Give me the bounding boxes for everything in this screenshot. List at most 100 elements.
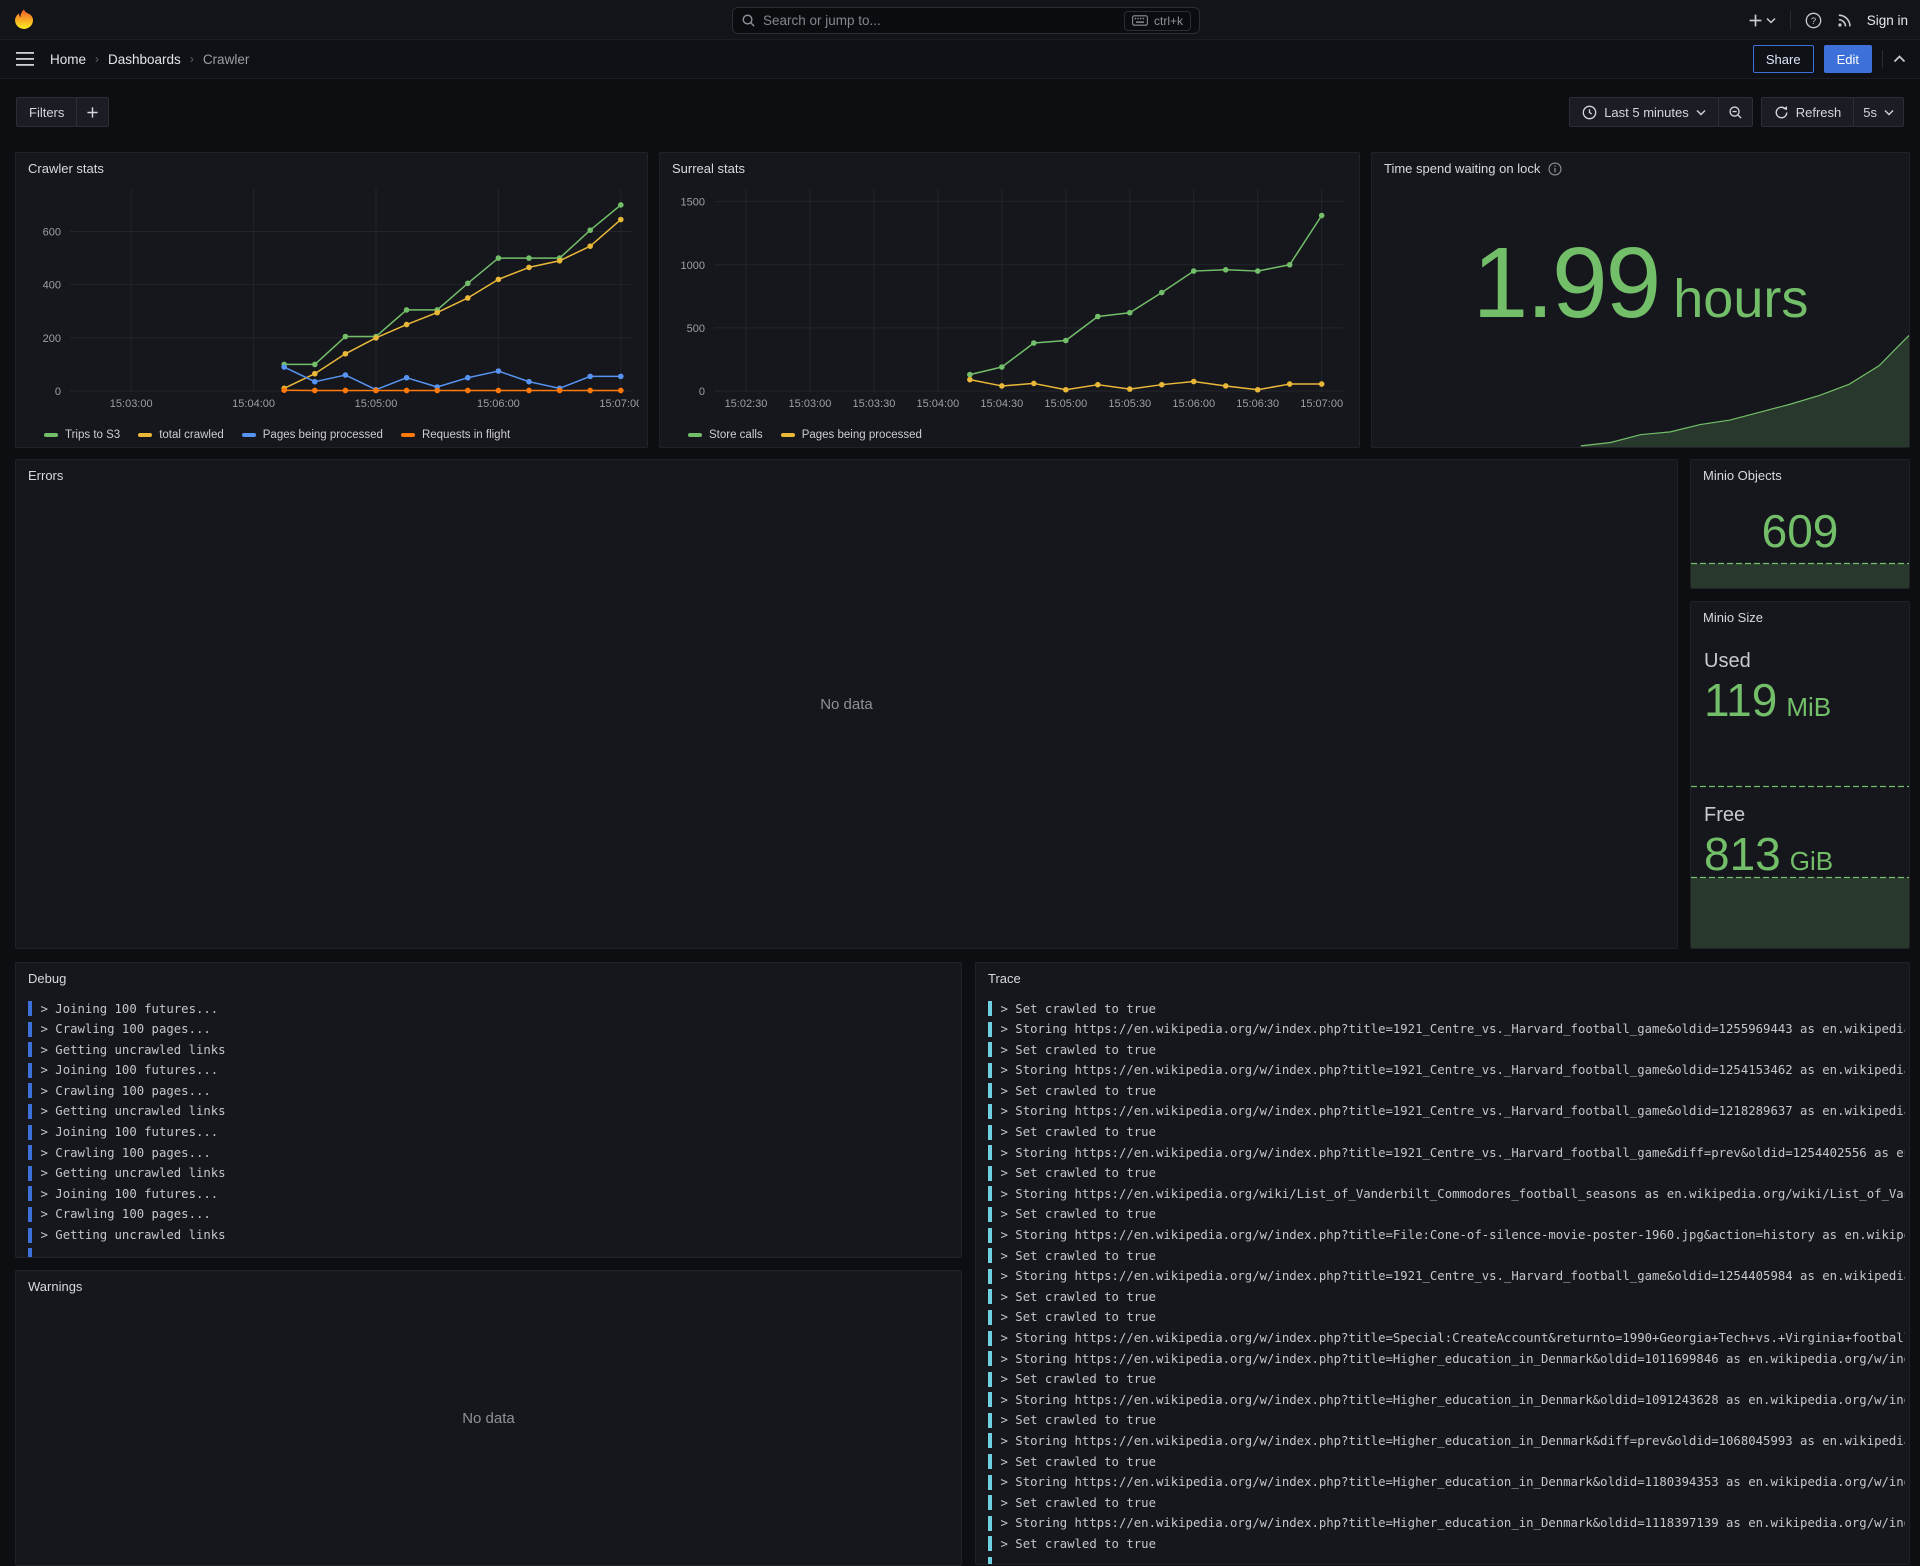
log-line: > Set crawled to true <box>988 1207 1905 1222</box>
rss-icon <box>1836 12 1853 29</box>
used-unit: MiB <box>1786 692 1831 723</box>
svg-text:400: 400 <box>43 280 61 292</box>
log-level-bar <box>988 1475 992 1490</box>
log-line: > Set crawled to true <box>988 1289 1905 1304</box>
log-level-bar <box>988 1310 992 1325</box>
legend-swatch-icon <box>401 433 415 437</box>
legend-swatch-icon <box>688 433 702 437</box>
log-level-bar <box>988 1557 992 1564</box>
legend-swatch-icon <box>44 433 58 437</box>
log-level-bar <box>988 1433 992 1448</box>
refresh-interval-picker[interactable]: 5s <box>1854 97 1904 127</box>
log-level-bar <box>988 1516 992 1531</box>
log-level-bar <box>28 1022 32 1037</box>
breadcrumb-home[interactable]: Home <box>50 52 86 67</box>
nav-divider <box>1790 11 1791 29</box>
legend-item[interactable]: Pages being processed <box>242 429 383 441</box>
svg-text:15:02:30: 15:02:30 <box>725 398 768 410</box>
time-controls: Last 5 minutes Refresh 5s <box>1569 97 1904 127</box>
log-line: > Storing https://en.wikipedia.org/w/ind… <box>988 1228 1905 1243</box>
chevron-down-icon <box>1696 109 1706 116</box>
log-line: > Set crawled to true <box>988 1372 1905 1387</box>
log-level-bar <box>988 1269 992 1284</box>
log-line: > Crawling 100 pages... <box>28 1022 957 1037</box>
breadcrumb-chevron-icon: › <box>95 52 99 66</box>
log-level-bar <box>988 1104 992 1119</box>
svg-text:15:06:30: 15:06:30 <box>1236 398 1279 410</box>
surreal-stats-chart[interactable]: 05001000150015:02:3015:03:0015:03:3015:0… <box>668 181 1351 413</box>
log-line: > Set crawled to true <box>988 1413 1905 1428</box>
log-level-bar <box>988 1413 992 1428</box>
refresh-icon <box>1774 105 1789 120</box>
used-value: 119 <box>1704 673 1777 727</box>
chevron-down-icon <box>1884 109 1894 116</box>
log-line: > Storing https://en.wikipedia.org/w/ind… <box>988 1145 1905 1160</box>
breadcrumb-chevron-icon: › <box>190 52 194 66</box>
log-line: > Getting uncrawled links <box>28 1042 957 1057</box>
panel-title[interactable]: Debug <box>16 963 961 986</box>
refresh-button[interactable]: Refresh <box>1761 97 1855 127</box>
log-line: > Storing https://en.wikipedia.org/w/ind… <box>988 1433 1905 1448</box>
filters-button[interactable]: Filters <box>16 97 77 127</box>
news-button[interactable] <box>1836 12 1853 29</box>
panel-title[interactable]: Surreal stats <box>660 153 1359 176</box>
free-label: Free <box>1704 804 1833 827</box>
add-filter-button[interactable] <box>77 97 109 127</box>
panel-surreal-stats: Surreal stats 05001000150015:02:3015:03:… <box>659 152 1360 448</box>
panel-minio-objects: Minio Objects 609 <box>1690 459 1910 589</box>
log-line: > Joining 100 futures... <box>28 1001 957 1016</box>
log-line: > Set crawled to true <box>988 1042 1905 1057</box>
log-level-bar <box>988 1063 992 1078</box>
log-line: > Set crawled to true <box>988 1495 1905 1510</box>
panel-title[interactable]: Trace <box>976 963 1909 986</box>
search-placeholder: Search or jump to... <box>763 13 1124 28</box>
legend-item[interactable]: Trips to S3 <box>44 429 120 441</box>
panel-title[interactable]: Minio Size <box>1691 602 1909 625</box>
svg-text:15:05:30: 15:05:30 <box>1108 398 1151 410</box>
log-level-bar <box>988 1001 992 1016</box>
trace-log-list[interactable]: > Set crawled to true > Storing https://e… <box>988 1001 1905 1564</box>
stat-unit: hours <box>1673 268 1808 330</box>
log-level-bar <box>988 1331 992 1346</box>
debug-log-list[interactable]: > Joining 100 futures... > Crawling 100 p… <box>28 1001 957 1257</box>
log-line: > Set crawled to true <box>988 1454 1905 1469</box>
svg-text:15:03:00: 15:03:00 <box>789 398 832 410</box>
panel-minio-size: Minio Size Used 119 MiB Free 813 GiB <box>1690 601 1910 949</box>
legend-item[interactable]: Requests in flight <box>401 429 510 441</box>
legend-item[interactable]: Store calls <box>688 429 763 441</box>
menu-icon[interactable] <box>16 52 34 66</box>
svg-text:0: 0 <box>55 386 61 398</box>
share-button[interactable]: Share <box>1753 45 1814 73</box>
minio-used-sparkline <box>1691 780 1909 788</box>
panel-debug: Debug > Joining 100 futures... > Crawling… <box>15 962 962 1258</box>
log-level-bar <box>28 1063 32 1078</box>
log-level-bar <box>988 1248 992 1263</box>
top-nav: Search or jump to... ctrl+k <box>0 0 1920 40</box>
svg-text:15:07:00: 15:07:00 <box>599 398 639 410</box>
breadcrumb-current: Crawler <box>203 52 250 67</box>
help-button[interactable]: ? <box>1805 12 1822 29</box>
sign-in-button[interactable]: Sign in <box>1867 13 1908 28</box>
log-line: > Storing https://en.wikipedia.org/w/ind… <box>988 1475 1905 1490</box>
time-range-picker[interactable]: Last 5 minutes <box>1569 97 1719 127</box>
add-button[interactable] <box>1748 13 1776 28</box>
legend-item[interactable]: Pages being processed <box>781 429 922 441</box>
log-level-bar <box>28 1166 32 1181</box>
breadcrumb-dashboards[interactable]: Dashboards <box>108 52 181 67</box>
grafana-logo-icon[interactable] <box>11 7 37 33</box>
search-input[interactable]: Search or jump to... ctrl+k <box>732 7 1200 34</box>
zoom-out-button[interactable] <box>1719 97 1753 127</box>
legend-swatch-icon <box>138 433 152 437</box>
panel-title[interactable]: Minio Objects <box>1691 460 1909 483</box>
log-level-bar <box>28 1207 32 1222</box>
log-level-bar <box>988 1083 992 1098</box>
stat-value: 1.99 <box>1473 226 1660 341</box>
legend-item[interactable]: total crawled <box>138 429 224 441</box>
crawler-stats-chart[interactable]: 020040060015:03:0015:04:0015:05:0015:06:… <box>24 181 639 413</box>
panel-title[interactable]: Crawler stats <box>16 153 647 176</box>
log-line: > Storing https://en.wikipedia.org/wiki/… <box>988 1186 1905 1201</box>
edit-button[interactable]: Edit <box>1824 45 1872 73</box>
svg-text:15:04:00: 15:04:00 <box>916 398 959 410</box>
collapse-chevron-up-icon[interactable] <box>1893 55 1906 63</box>
legend-swatch-icon <box>781 433 795 437</box>
